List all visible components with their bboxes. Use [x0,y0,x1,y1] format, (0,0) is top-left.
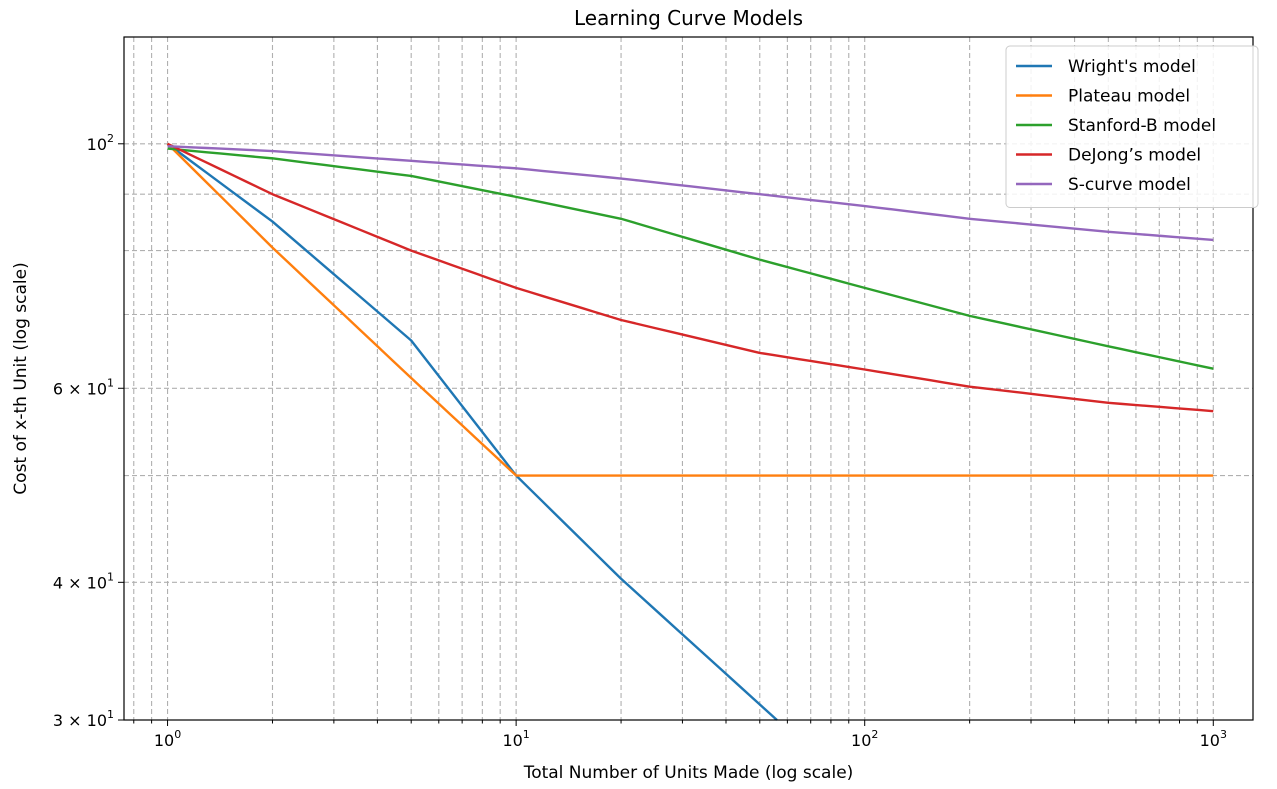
series-line-2 [167,147,1214,370]
x-axis-title: Total Number of Units Made (log scale) [523,763,854,783]
legend-label: DeJong’s model [1068,146,1201,166]
x-tick-label: 100 [154,728,181,750]
series-line-4 [167,144,1214,242]
legend-label: Plateau model [1068,87,1190,107]
legend-label: Stanford-B model [1068,116,1216,136]
legend-label: Wright's model [1068,57,1196,77]
y-axis-title: Cost of x-th Unit (log scale) [11,262,31,494]
legend: Wright's model Plateau model Stanford-B mo… [1005,45,1259,208]
x-tick-label: 101 [502,728,529,750]
chart-title: Learning Curve Models [574,6,803,30]
x-axis-ticks: 100 101 102 103 [133,720,1227,750]
y-tick-label: 6 × 101 [53,376,114,398]
series-line-0 [166,142,778,721]
legend-label: S-curve model [1068,175,1191,195]
series-line-3 [167,142,1214,413]
y-axis-ticks: 102 6 × 101 4 × 101 3 × 101 [53,132,124,730]
legend-box [1005,45,1259,208]
y-tick-label: 4 × 101 [53,570,114,592]
y-tick-label: 3 × 101 [53,708,114,730]
plot-frame [123,36,1254,721]
y-tick-label: 102 [87,132,114,154]
series-line-1 [166,142,1214,477]
x-tick-label: 102 [851,728,878,750]
x-tick-label: 103 [1200,728,1227,750]
series-lines [166,142,1214,721]
